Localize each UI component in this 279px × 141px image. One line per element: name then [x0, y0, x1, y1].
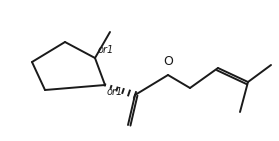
Text: or1: or1 [107, 87, 123, 97]
Text: or1: or1 [98, 45, 114, 55]
Text: O: O [163, 55, 173, 68]
